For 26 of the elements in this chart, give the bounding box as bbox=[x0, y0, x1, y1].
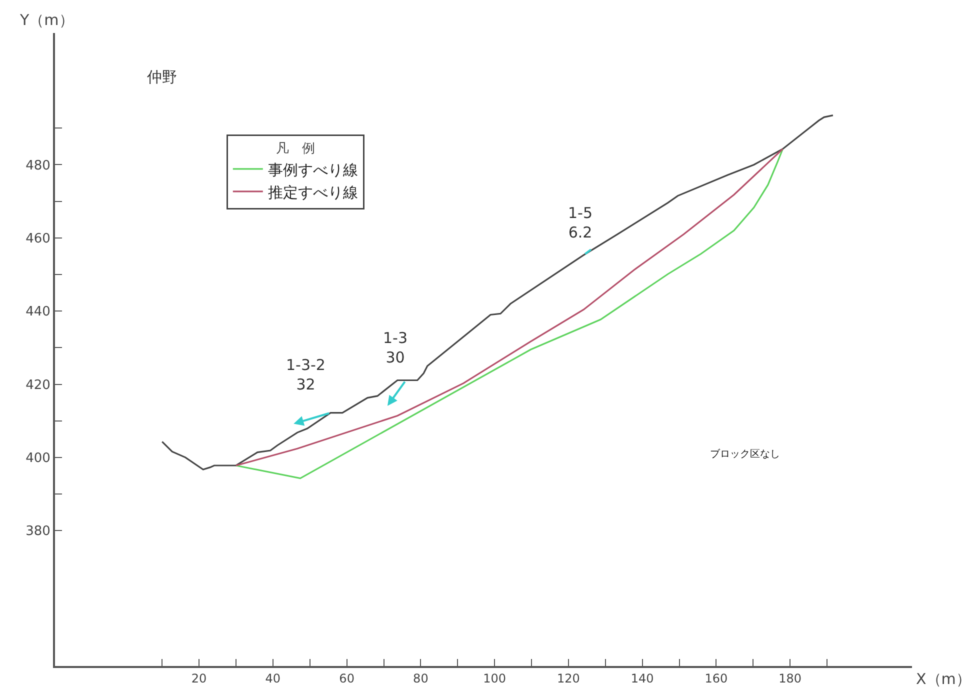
x-tick-label: 60 bbox=[339, 671, 354, 686]
x-tick-label: 140 bbox=[630, 671, 654, 686]
x-tick-label: 40 bbox=[265, 671, 281, 686]
text: 仲野 bbox=[147, 68, 177, 86]
x-tick-label: 120 bbox=[557, 671, 580, 686]
annotation: 1-5 6.2 bbox=[568, 204, 592, 242]
x-tick-label: 100 bbox=[483, 671, 506, 686]
legend-title: 凡 例 bbox=[276, 142, 315, 157]
x-tick-label: 180 bbox=[778, 671, 802, 686]
x-tick-label: 160 bbox=[704, 671, 728, 686]
y-tick-label: 460 bbox=[26, 231, 50, 246]
annotation: ブロック区なし bbox=[710, 448, 780, 460]
annotation: 1-3-2 32 bbox=[286, 356, 326, 394]
y-tick-label: 400 bbox=[26, 450, 50, 466]
legend-label: 推定すべり線 bbox=[268, 183, 358, 202]
y-tick-label: 380 bbox=[26, 524, 50, 540]
line-series bbox=[161, 114, 834, 470]
annotation: 1-3 30 bbox=[383, 329, 408, 366]
legend-label: 事例すべり線 bbox=[268, 160, 358, 179]
x-axis-title: X（m） bbox=[916, 670, 971, 688]
y-tick-label: 420 bbox=[26, 378, 50, 393]
y-tick-label: 440 bbox=[26, 304, 50, 320]
y-axis-title: Y（m） bbox=[19, 11, 74, 29]
x-tick-label: 20 bbox=[191, 671, 207, 686]
y-tick-label: 480 bbox=[26, 158, 50, 174]
x-tick-label: 80 bbox=[413, 671, 428, 686]
